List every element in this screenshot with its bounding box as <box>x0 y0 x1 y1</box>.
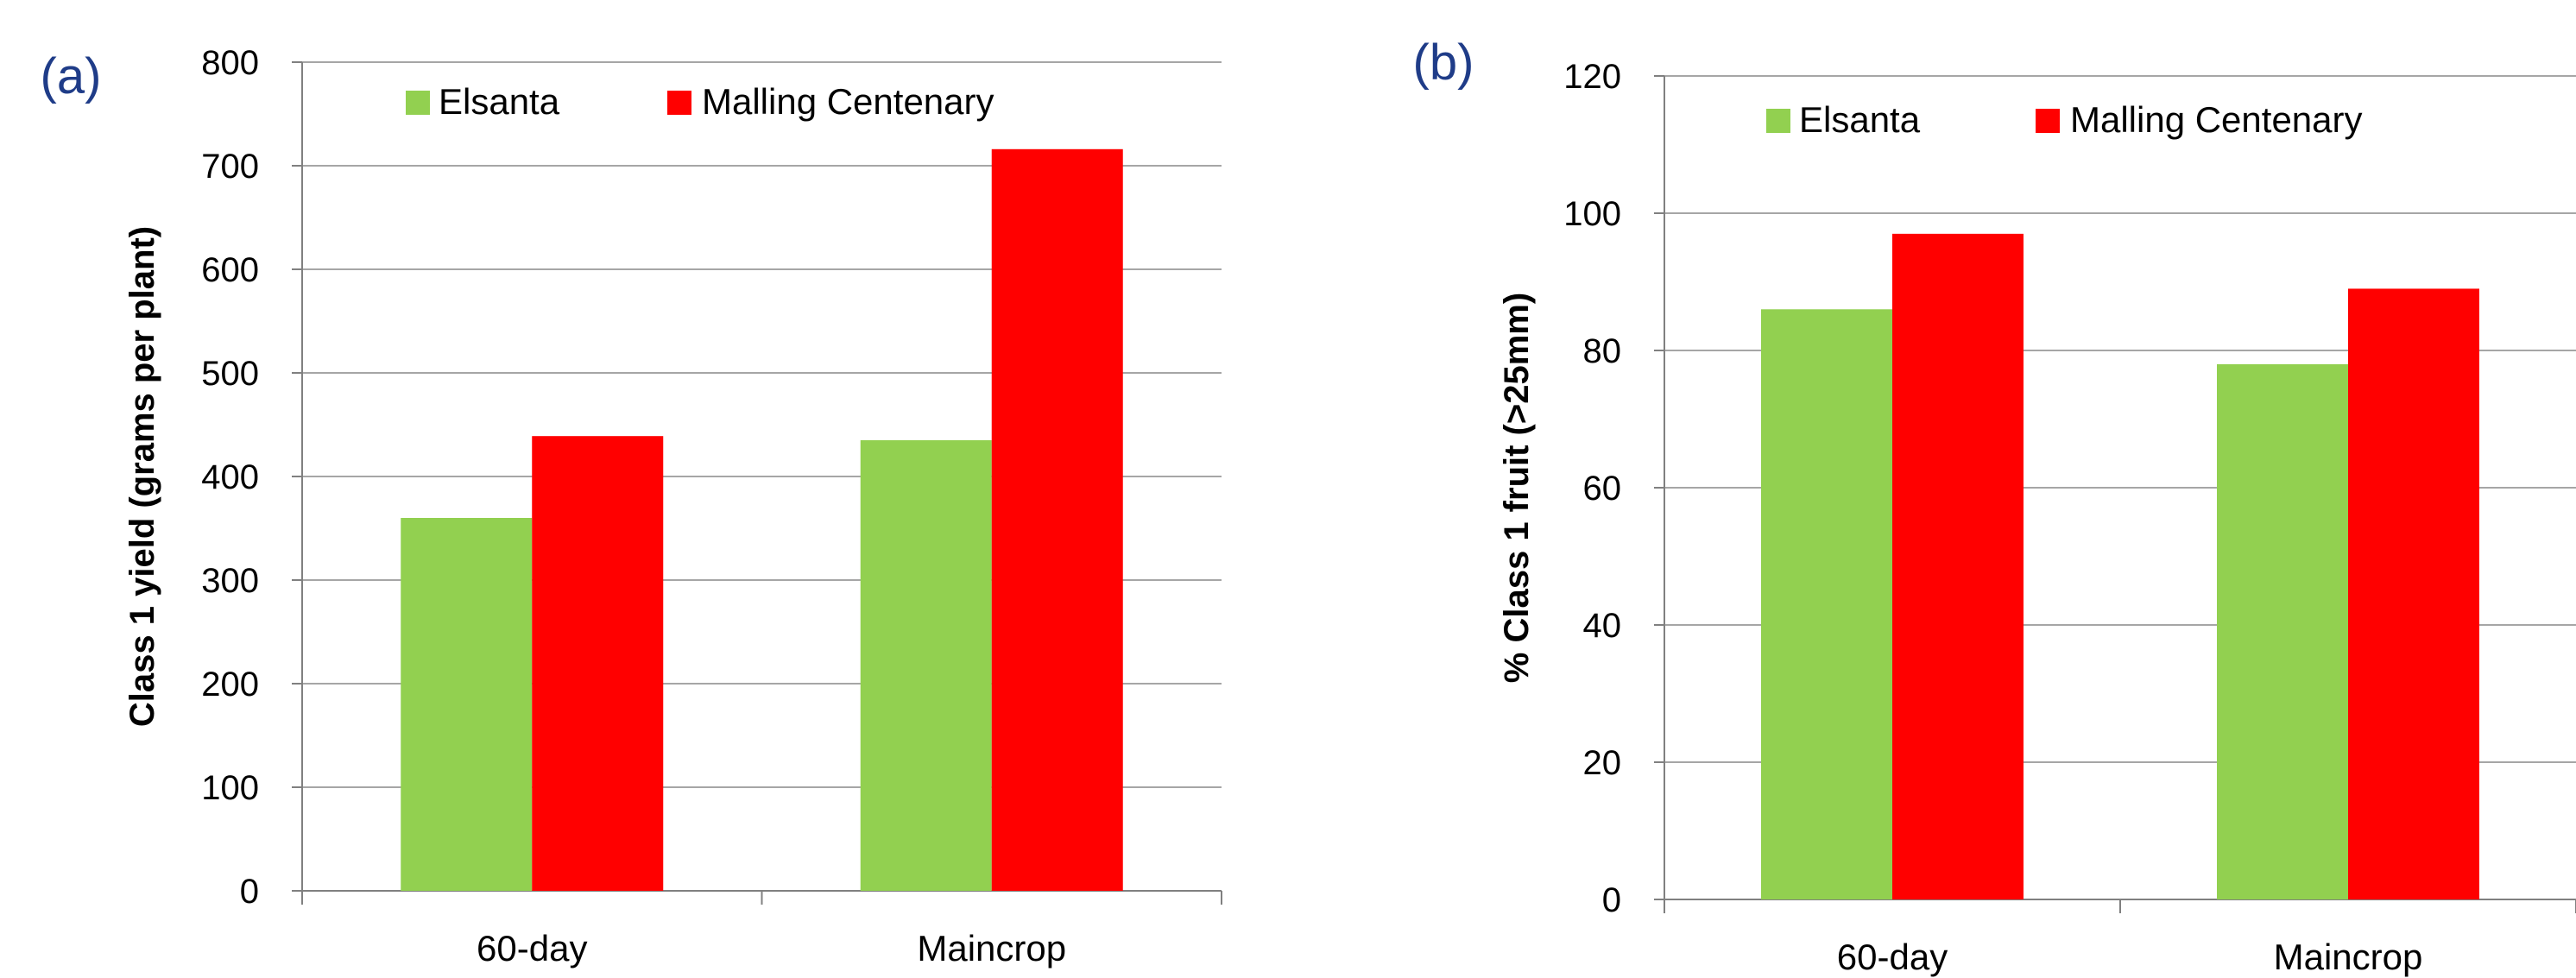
y-tick-label: 100 <box>1563 195 1621 233</box>
y-tick-label: 400 <box>201 458 259 496</box>
y-tick-label: 120 <box>1563 58 1621 96</box>
y-axis-label: Class 1 yield (grams per plant) <box>123 226 161 727</box>
x-tick-label: 60-day <box>1837 937 1948 977</box>
y-tick-label: 600 <box>201 251 259 289</box>
legend-swatch <box>1766 109 1790 133</box>
x-tick-label: 60-day <box>477 928 587 969</box>
bar-malling-centenary-60-day <box>1892 233 2024 900</box>
y-tick-label: 40 <box>1583 607 1622 645</box>
bar-malling-centenary-60-day <box>532 436 664 891</box>
y-tick-label: 200 <box>201 666 259 704</box>
legend-label: Malling Centenary <box>2070 99 2363 140</box>
legend-swatch <box>2036 109 2060 133</box>
legend-swatch <box>667 91 691 115</box>
panel-label: (a) <box>41 48 102 104</box>
legend-label: Elsanta <box>1799 99 1921 140</box>
y-tick-label: 0 <box>1602 881 1621 919</box>
bar-malling-centenary-maincrop <box>991 148 1123 892</box>
bar-elsanta-60-day <box>401 518 533 891</box>
bar-elsanta-maincrop <box>860 440 992 891</box>
legend-label: Malling Centenary <box>702 81 994 122</box>
y-tick-label: 80 <box>1583 332 1622 370</box>
y-tick-label: 800 <box>201 44 259 82</box>
y-axis-label: % Class 1 fruit (>25mm) <box>1498 293 1536 683</box>
chart-panel-a: (a) 0 100 200 300 400 500 600 700 800 60-day Maincr… <box>41 44 1222 969</box>
panel-label: (b) <box>1413 35 1474 91</box>
y-tick-label: 300 <box>201 562 259 600</box>
y-tick-label: 500 <box>201 355 259 393</box>
x-tick-label: Maincrop <box>917 928 1066 969</box>
bar-elsanta-maincrop <box>2217 363 2348 899</box>
y-tick-label: 60 <box>1583 470 1622 508</box>
x-tick-label: Maincrop <box>2274 937 2423 977</box>
y-tick-label: 700 <box>201 148 259 186</box>
bar-malling-centenary-maincrop <box>2348 288 2479 899</box>
bar-elsanta-60-day <box>1761 309 1892 899</box>
y-tick-label: 100 <box>201 769 259 807</box>
y-tick-label: 20 <box>1583 744 1622 782</box>
legend-label: Elsanta <box>439 81 560 122</box>
legend-swatch <box>406 91 430 115</box>
chart-panel-b: (b) 0 20 40 60 80 100 120 60-day Maincrop % Class … <box>1413 35 2576 977</box>
y-tick-label: 0 <box>240 873 259 911</box>
